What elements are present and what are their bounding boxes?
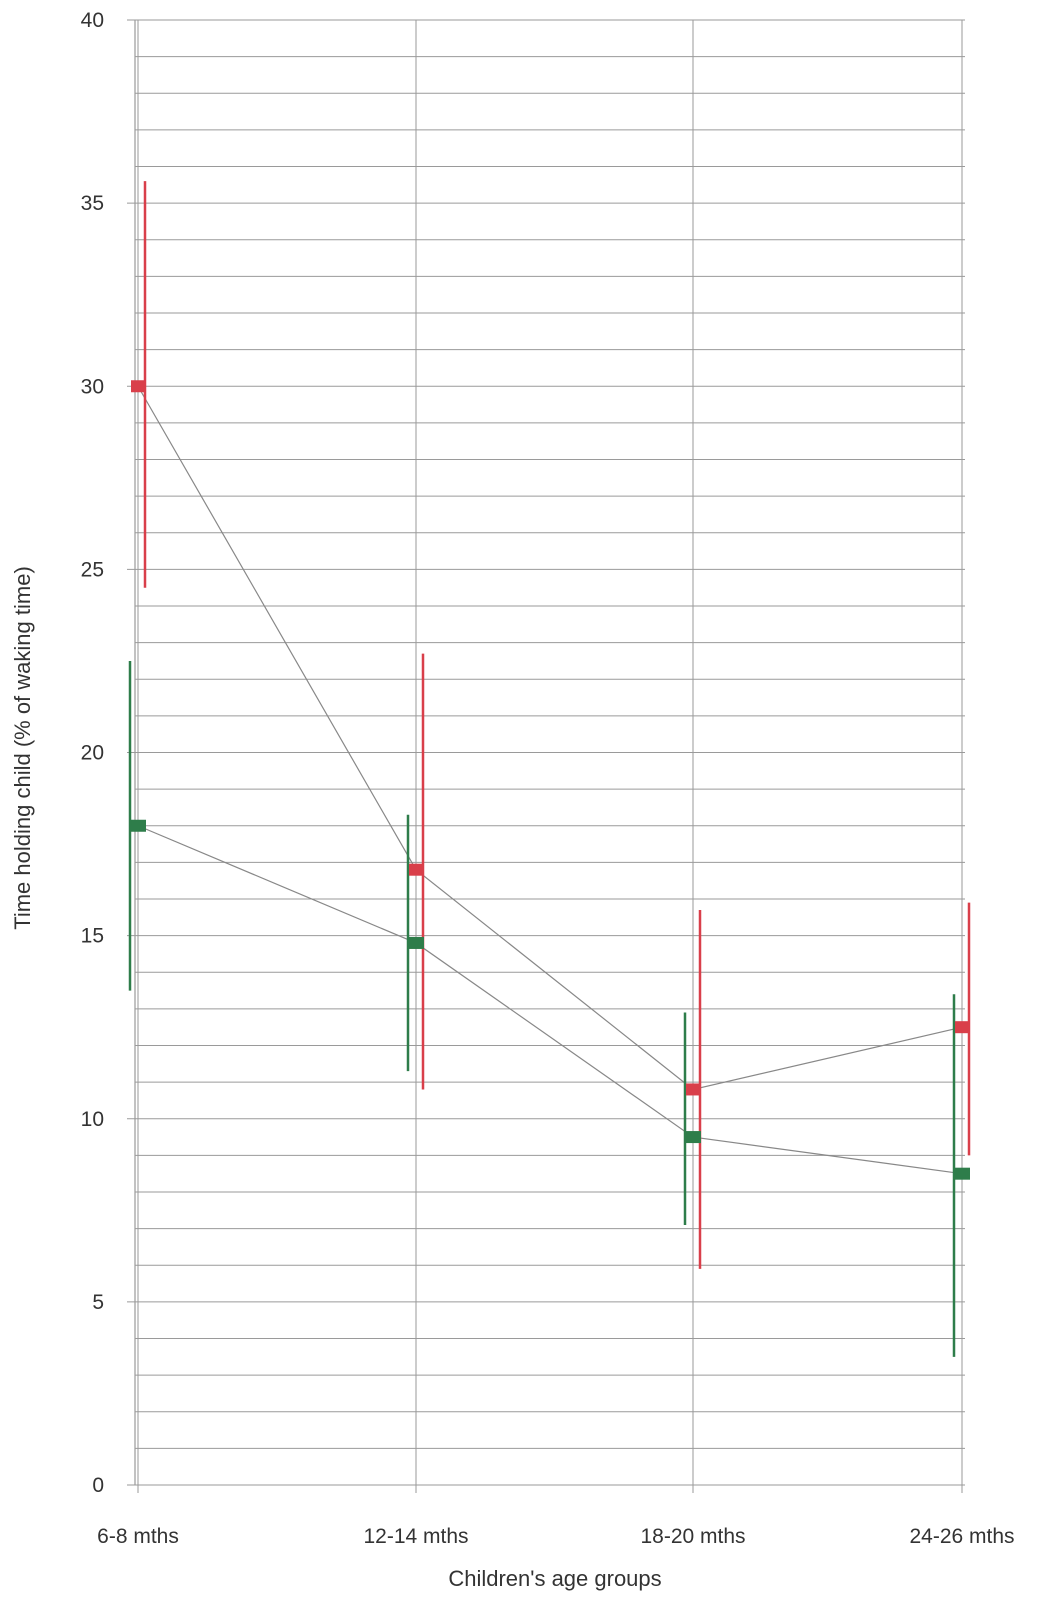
data-points bbox=[131, 380, 970, 1180]
series-line bbox=[137, 385, 963, 1091]
data-point bbox=[955, 1021, 970, 1034]
y-tick-label: 0 bbox=[92, 1474, 104, 1497]
y-tick-label: 15 bbox=[81, 925, 104, 948]
series-lines bbox=[137, 385, 963, 1175]
y-axis-title: Time holding child (% of waking time) bbox=[10, 566, 35, 930]
data-point bbox=[955, 1167, 970, 1180]
x-tick-label: 12-14 mths bbox=[363, 1525, 468, 1548]
data-point bbox=[686, 1131, 701, 1144]
data-point bbox=[409, 863, 424, 876]
data-point bbox=[686, 1083, 701, 1096]
x-tick-label: 24-26 mths bbox=[909, 1525, 1014, 1548]
data-point bbox=[409, 936, 424, 949]
error-bars bbox=[128, 181, 971, 1357]
data-point bbox=[131, 819, 146, 832]
y-tick-label: 35 bbox=[81, 192, 104, 215]
series-line bbox=[137, 825, 963, 1175]
y-tick-label: 5 bbox=[92, 1291, 104, 1314]
y-tick-label: 10 bbox=[81, 1108, 104, 1131]
y-axis-ticks: 0 5 10 15 20 25 30 35 40 bbox=[81, 9, 135, 1497]
x-axis-ticks: 6-8 mths 12-14 mths 18-20 mths 24-26 mths bbox=[97, 1525, 1014, 1548]
data-point bbox=[131, 380, 146, 393]
x-axis-title: Children's age groups bbox=[448, 1566, 661, 1591]
y-tick-label: 25 bbox=[81, 558, 104, 581]
grid bbox=[134, 19, 965, 1493]
y-tick-label: 40 bbox=[81, 9, 104, 32]
x-tick-label: 18-20 mths bbox=[640, 1525, 745, 1548]
y-tick-label: 30 bbox=[81, 375, 104, 398]
y-tick-label: 20 bbox=[81, 742, 104, 765]
x-tick-label: 6-8 mths bbox=[97, 1525, 179, 1548]
